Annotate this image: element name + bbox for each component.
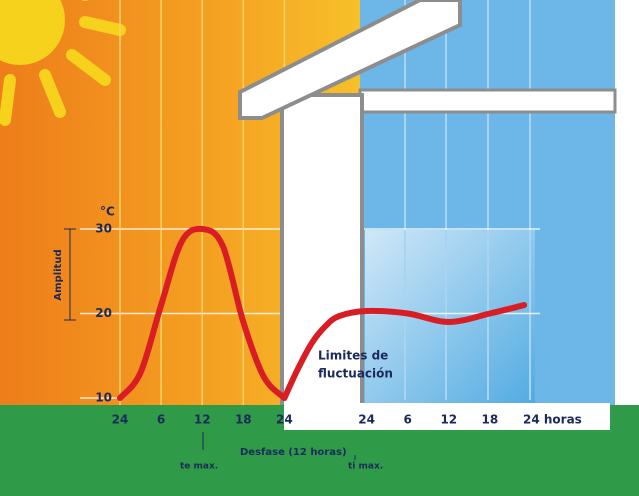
sun-rays bbox=[0, 0, 126, 126]
beam bbox=[358, 88, 617, 114]
limits-label: Limites de bbox=[318, 349, 388, 363]
x-tick-label: 12 bbox=[194, 413, 211, 427]
x-tick-label: 24 bbox=[358, 413, 375, 427]
x-tick-label: 6 bbox=[157, 413, 165, 427]
floor bbox=[284, 403, 610, 430]
x-tick-label: 6 bbox=[404, 413, 412, 427]
lag-label: Desfase (12 horas) bbox=[240, 447, 347, 458]
x-tick-label: 24 bbox=[276, 413, 293, 427]
roof bbox=[238, 0, 462, 120]
y-tick-label: 30 bbox=[95, 222, 112, 236]
y-tick-label: 10 bbox=[95, 391, 112, 405]
x-tick-label: 18 bbox=[235, 413, 252, 427]
temperature-line bbox=[281, 302, 528, 401]
temperature-line bbox=[117, 225, 288, 401]
x-tick-label: 24 bbox=[112, 413, 129, 427]
x-tick-label: 18 bbox=[482, 413, 499, 427]
window-glow bbox=[365, 230, 535, 405]
amplitude-label: Amplitud bbox=[53, 249, 64, 300]
ti-label: ti max. bbox=[348, 462, 383, 472]
x-tick-label: 24 horas bbox=[523, 413, 582, 427]
y-tick-label: 20 bbox=[95, 306, 112, 320]
window-lines bbox=[404, 0, 531, 400]
limits-label: fluctuación bbox=[318, 367, 393, 381]
sun bbox=[0, 0, 65, 65]
te-label: te max. bbox=[180, 462, 218, 472]
y-unit: °C bbox=[100, 205, 115, 219]
x-tick-label: 12 bbox=[440, 413, 457, 427]
